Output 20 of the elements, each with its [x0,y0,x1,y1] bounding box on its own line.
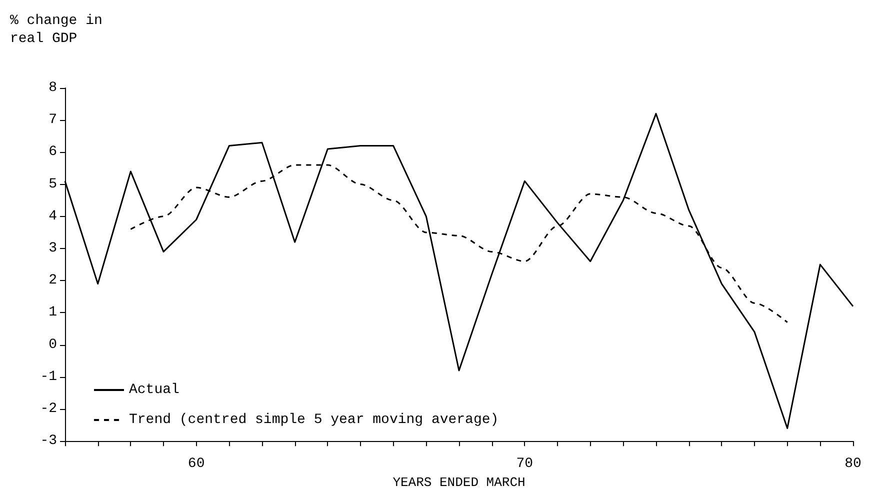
y-tick-label: 2 [48,272,57,289]
y-tick-label: 3 [48,240,57,256]
x-axis-title: YEARS ENDED MARCH [392,475,526,490]
y-tick-label: 1 [48,304,57,321]
y-tick-label: 7 [48,112,57,128]
legend-label: Actual [129,382,180,398]
y-tick-label: 5 [48,176,57,192]
y-tick-label: 6 [48,144,57,160]
legend-label: Trend (centred simple 5 year moving average) [129,412,499,428]
y-tick-label: -2 [40,401,57,417]
y-axis-title: % change in real GDP [10,13,102,47]
x-tick-label: 70 [516,456,534,472]
line-series [130,164,788,324]
y-tick-label: -3 [40,433,57,450]
x-tick-label: 60 [188,456,205,472]
y-tick-label: 4 [48,208,57,224]
x-tick-label: 80 [844,456,862,472]
y-tick-label: -1 [40,368,57,385]
y-tick-label: 0 [48,336,57,353]
y-tick-label: 8 [48,80,57,96]
